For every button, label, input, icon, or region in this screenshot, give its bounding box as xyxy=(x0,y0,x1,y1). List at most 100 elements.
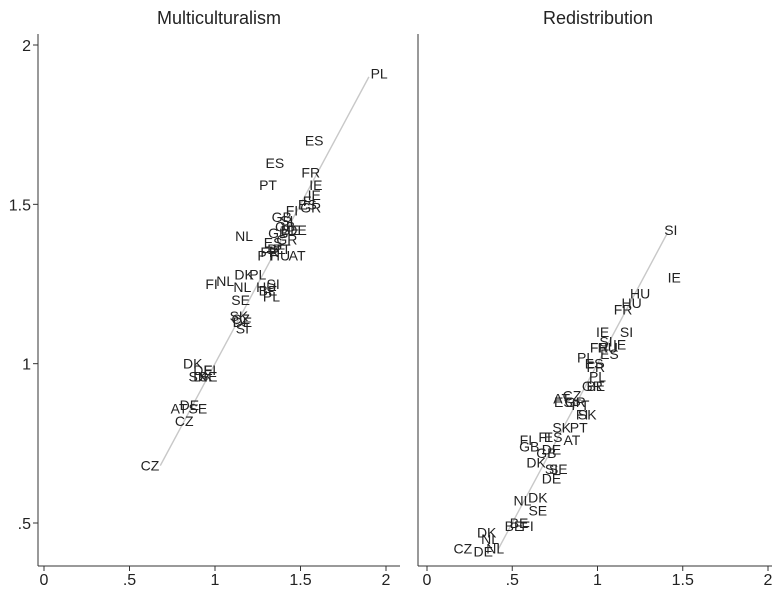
point-label: HU xyxy=(621,295,641,311)
x-tick-label: 1 xyxy=(593,572,602,589)
point-label: DK xyxy=(528,490,548,506)
x-tick-label: 0 xyxy=(423,572,432,589)
point-label: NL xyxy=(481,531,499,547)
x-tick-label: .5 xyxy=(123,572,136,589)
point-label: AT xyxy=(171,400,188,416)
point-label: FI xyxy=(521,518,533,534)
point-label: GR xyxy=(565,394,586,410)
point-label: PT xyxy=(259,177,277,193)
point-label: SI xyxy=(545,461,558,477)
x-tick-label: 1 xyxy=(211,572,220,589)
point-label: GR xyxy=(276,231,297,247)
point-label: SE xyxy=(199,368,218,384)
point-label: BE xyxy=(586,378,605,394)
point-label: DE xyxy=(474,544,493,560)
point-label: SE xyxy=(528,502,547,518)
point-label: FI xyxy=(520,432,532,448)
point-label: SE xyxy=(549,461,568,477)
point-label: HU xyxy=(598,340,618,356)
point-label: GB xyxy=(275,219,295,235)
point-label: NL xyxy=(235,228,253,244)
x-tick-label: 0 xyxy=(40,572,49,589)
x-tick-label: .5 xyxy=(506,572,519,589)
point-label: PT xyxy=(257,247,275,263)
point-label: DK xyxy=(234,266,254,282)
point-label: ES xyxy=(298,196,317,212)
point-label: DK xyxy=(193,368,213,384)
x-tick-label: 2 xyxy=(382,572,391,589)
point-label: PL xyxy=(371,66,388,82)
point-label: CZ xyxy=(453,540,472,556)
point-label: IE xyxy=(613,337,626,353)
fit-line xyxy=(497,232,669,549)
point-label: BE xyxy=(505,518,524,534)
point-label: SE xyxy=(231,292,250,308)
point-label: BE xyxy=(267,241,286,257)
point-label: FR xyxy=(301,164,320,180)
y-tick-label: 1.5 xyxy=(9,197,31,214)
point-label: SI xyxy=(664,222,677,238)
point-label: IE xyxy=(309,177,322,193)
point-label: FI xyxy=(538,429,550,445)
point-label: IE xyxy=(668,270,681,286)
point-label: ES xyxy=(305,133,324,149)
point-label: CZ xyxy=(175,413,194,429)
point-label: BE xyxy=(259,282,278,298)
point-label: PL xyxy=(263,289,280,305)
point-label: DE xyxy=(542,442,561,458)
y-tick-label: 1 xyxy=(22,357,31,374)
point-label: FI xyxy=(303,193,315,209)
fit-line xyxy=(159,76,370,466)
point-label: AT xyxy=(563,432,580,448)
point-label: SK xyxy=(552,419,571,435)
point-label: FR xyxy=(590,340,609,356)
point-label: DE xyxy=(180,397,199,413)
point-label: PT xyxy=(570,419,588,435)
point-label: GB xyxy=(536,445,556,461)
point-label: CZ xyxy=(563,388,582,404)
point-label: FI xyxy=(576,407,588,423)
x-tick-label: 2 xyxy=(764,572,772,589)
panel-title: Multiculturalism xyxy=(157,8,281,28)
point-label: CZ xyxy=(231,311,250,327)
point-label: DK xyxy=(526,454,546,470)
point-label: PT xyxy=(572,397,590,413)
point-label: SK xyxy=(189,368,208,384)
point-label: PL xyxy=(589,368,606,384)
point-label: ES xyxy=(554,394,573,410)
point-label: PL xyxy=(249,266,266,282)
point-label: SI xyxy=(267,276,280,292)
point-label: FI xyxy=(204,362,216,378)
point-label: IE xyxy=(596,324,609,340)
point-label: SK xyxy=(230,308,249,324)
point-label: DK xyxy=(183,356,203,372)
point-label: BE xyxy=(281,222,300,238)
point-label: DK xyxy=(477,525,497,541)
point-label: SI xyxy=(599,333,612,349)
point-label: NL xyxy=(216,273,234,289)
multiculturalism-panel: Multiculturalism 0 .5 1 1.5 2 .5 1 1.5 2 PL ES ES… xyxy=(9,8,400,589)
point-label: HU xyxy=(256,279,276,295)
point-label: SI xyxy=(280,212,293,228)
point-label: SI xyxy=(236,321,249,337)
point-label: GR xyxy=(582,378,603,394)
point-label: SI xyxy=(620,324,633,340)
point-label: ES xyxy=(585,356,604,372)
point-label: PT xyxy=(273,241,291,257)
point-label: DE xyxy=(193,362,212,378)
point-label: ES xyxy=(600,346,619,362)
point-label: FI xyxy=(286,203,298,219)
panel-title: Redistribution xyxy=(543,8,653,28)
point-label: SK xyxy=(578,407,597,423)
point-label: PL xyxy=(577,349,594,365)
x-axis-ticks: 0 .5 1 1.5 2 xyxy=(423,566,772,589)
x-axis-ticks: 0 .5 1 1.5 2 xyxy=(40,566,391,589)
point-label: CZ xyxy=(141,458,160,474)
point-label: DE xyxy=(287,222,306,238)
point-label: FR xyxy=(586,359,605,375)
